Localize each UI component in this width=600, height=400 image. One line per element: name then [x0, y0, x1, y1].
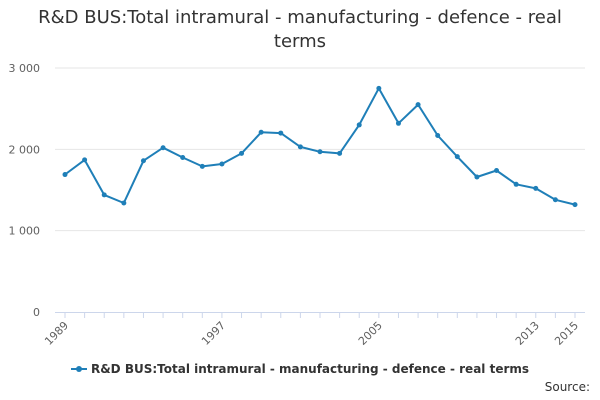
source-credit[interactable]: Source: [544, 380, 590, 394]
y-tick-label: 0 [33, 306, 40, 319]
x-tick-label: 1989 [42, 319, 71, 348]
data-point[interactable] [219, 161, 225, 167]
data-point[interactable] [533, 185, 539, 191]
data-point[interactable] [140, 158, 146, 164]
series-line [64, 87, 576, 206]
data-point[interactable] [121, 200, 127, 206]
data-point[interactable] [513, 181, 519, 187]
data-point[interactable] [356, 122, 362, 128]
data-point[interactable] [317, 149, 323, 155]
chart-title-line-1: R&D BUS:Total intramural - manufacturing… [38, 7, 562, 28]
data-point[interactable] [258, 129, 264, 135]
data-point[interactable] [62, 172, 68, 178]
legend-item[interactable]: R&D BUS:Total intramural - manufacturing… [70, 362, 530, 376]
y-tick-label: 3 000 [9, 62, 41, 75]
x-axis [55, 312, 585, 318]
data-point[interactable] [199, 163, 205, 169]
x-tick-label: 2013 [513, 319, 542, 348]
data-point[interactable] [239, 150, 245, 156]
data-point[interactable] [82, 157, 88, 163]
data-point[interactable] [376, 85, 382, 91]
data-point[interactable] [278, 130, 284, 136]
x-axis-tick-labels: 1989 1997 2005 2013 2015 [42, 319, 581, 348]
x-tick-label: 2005 [356, 319, 385, 348]
chart-title: R&D BUS:Total intramural - manufacturing… [0, 6, 600, 54]
y-tick-label: 2 000 [9, 143, 41, 156]
x-tick-label: 1997 [199, 319, 228, 348]
data-point[interactable] [552, 197, 558, 203]
data-point[interactable] [101, 192, 107, 198]
y-axis-tick-labels: 0 1 000 2 000 3 000 [9, 62, 41, 319]
data-point[interactable] [180, 154, 186, 160]
data-point[interactable] [454, 154, 460, 160]
legend-line-marker-icon [70, 365, 87, 373]
data-point[interactable] [160, 145, 166, 151]
chart-title-line-2: terms [273, 31, 327, 52]
legend: R&D BUS:Total intramural - manufacturing… [0, 362, 600, 376]
data-point[interactable] [395, 120, 401, 126]
data-point[interactable] [474, 174, 480, 180]
data-point[interactable] [494, 167, 500, 173]
legend-label: R&D BUS:Total intramural - manufacturing… [90, 362, 530, 376]
data-point[interactable] [337, 150, 343, 156]
data-point[interactable] [297, 144, 303, 150]
series-group [62, 85, 578, 208]
x-tick-label: 2015 [552, 319, 581, 348]
y-tick-label: 1 000 [9, 225, 41, 238]
data-point[interactable] [435, 133, 441, 139]
data-point[interactable] [572, 202, 578, 208]
data-point[interactable] [415, 102, 421, 108]
